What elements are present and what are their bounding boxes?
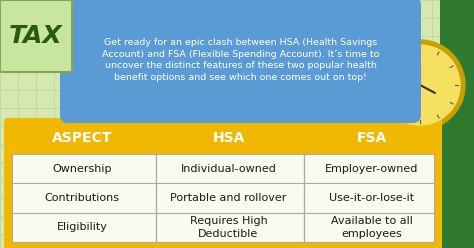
Circle shape	[380, 45, 460, 125]
Text: Contributions: Contributions	[45, 193, 119, 203]
Text: Individual-owned: Individual-owned	[181, 164, 276, 174]
Text: TAX: TAX	[9, 24, 63, 48]
Text: Available to all
employees: Available to all employees	[330, 216, 412, 239]
Text: Eligibility: Eligibility	[56, 222, 108, 232]
Text: Requires High
Deductible: Requires High Deductible	[190, 216, 267, 239]
Text: ASPECT: ASPECT	[52, 131, 112, 145]
Text: Portable and rollover: Portable and rollover	[170, 193, 287, 203]
FancyBboxPatch shape	[4, 118, 442, 248]
Circle shape	[375, 40, 465, 130]
Text: Employer-owned: Employer-owned	[325, 164, 418, 174]
Bar	[12, 154, 434, 242]
Text: FSA: FSA	[356, 131, 387, 145]
FancyBboxPatch shape	[0, 0, 72, 72]
Text: Use-it-or-lose-it: Use-it-or-lose-it	[329, 193, 414, 203]
Text: Get ready for an epic clash between HSA (Health Savings
Account) and FSA (Flexib: Get ready for an epic clash between HSA …	[102, 38, 379, 82]
Text: Ownership: Ownership	[52, 164, 112, 174]
Text: HSA: HSA	[212, 131, 245, 145]
Bar	[440, 0, 474, 248]
FancyBboxPatch shape	[60, 0, 421, 123]
